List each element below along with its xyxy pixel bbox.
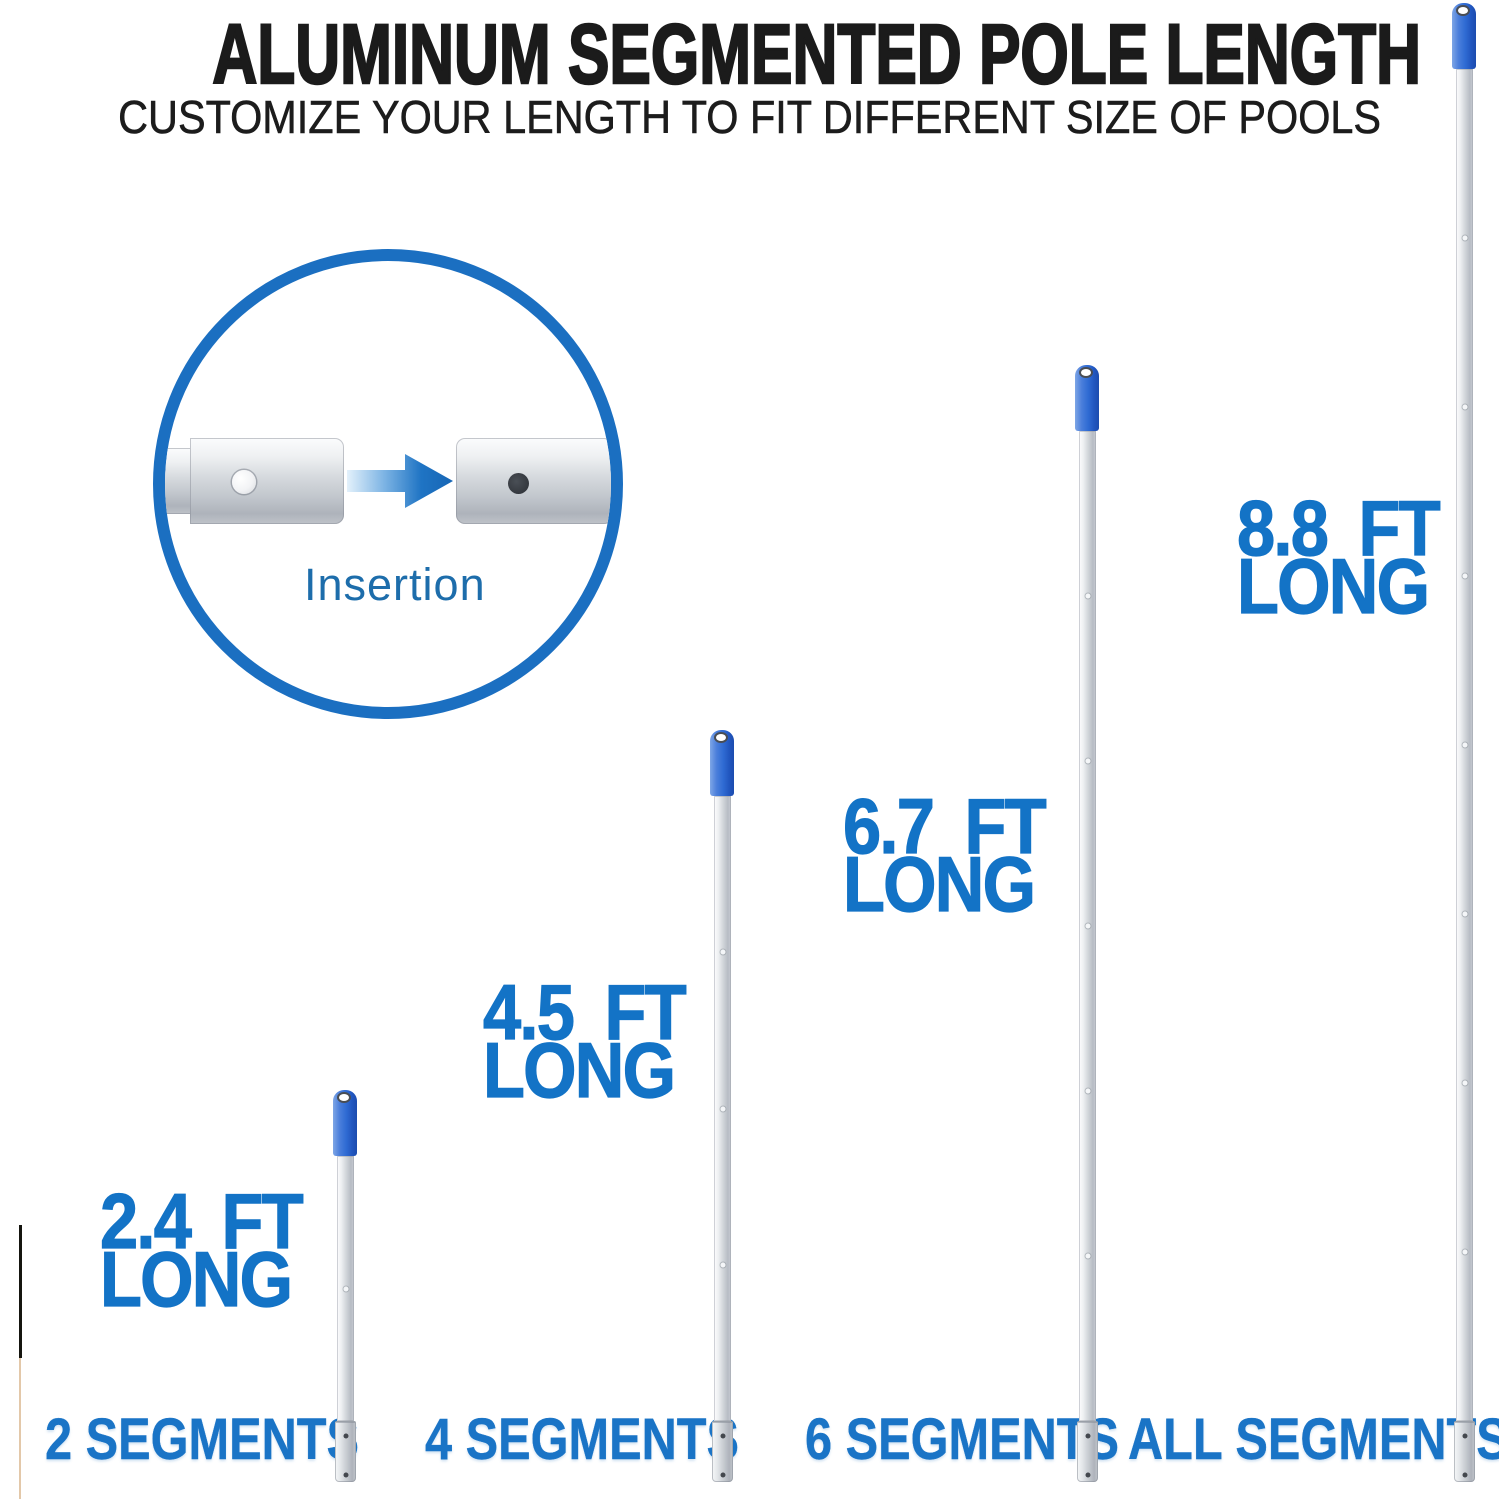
insertion-caption: Insertion: [304, 559, 486, 610]
segments-label-1: 2 SEGMENTS: [45, 1406, 419, 1473]
insert-arrow-icon: [347, 454, 453, 508]
page-title: ALUMINUM SEGMENTED POLE LENGTH: [0, 6, 1499, 103]
pole-length-label-3: 6.7 FT LONG: [842, 782, 1072, 928]
segment-joint-dot: [1085, 1088, 1090, 1094]
segment-joint-dot: [1462, 742, 1467, 748]
segments-label-text-3: 6 SEGMENTS: [805, 1407, 1120, 1472]
pole-collar: [335, 1421, 356, 1482]
pole-shaft: [1456, 69, 1473, 1421]
grip-tip-icon: [337, 1092, 351, 1103]
collar-pin-icon: [343, 1472, 348, 1478]
length-value-3: 6.7 FT: [842, 782, 1047, 870]
pole-grip-icon: [1452, 3, 1476, 69]
pole-shaft: [1079, 431, 1096, 1421]
tube-left: [190, 438, 344, 524]
grip-tip-icon: [1456, 5, 1470, 16]
segments-label-text-1: 2 SEGMENTS: [45, 1407, 360, 1472]
grip-tip-icon: [1079, 367, 1093, 378]
pin-button-icon: [232, 470, 256, 494]
segment-joint-dot: [1462, 235, 1467, 241]
segments-label-2: 4 SEGMENTS: [425, 1406, 799, 1473]
segments-label-text-2: 4 SEGMENTS: [425, 1407, 740, 1472]
segment-joint-dot: [720, 949, 725, 955]
length-value-4: 8.8 FT: [1236, 484, 1441, 572]
pole-collar: [712, 1421, 733, 1482]
segment-joint-dot: [1462, 404, 1467, 410]
pole-length-label-2: 4.5 FT LONG: [482, 968, 712, 1114]
page-title-text: ALUMINUM SEGMENTED POLE LENGTH: [211, 6, 1422, 103]
page-subtitle-text: CUSTOMIZE YOUR LENGTH TO FIT DIFFERENT S…: [118, 91, 1381, 144]
collar-pin-icon: [720, 1433, 725, 1439]
segment-joint-dot: [1085, 923, 1090, 929]
segment-joint-dot: [1085, 1253, 1090, 1259]
segment-joint-dot: [1462, 1080, 1467, 1086]
segments-label-4: ALL SEGMENTS: [1128, 1406, 1499, 1473]
segment-joint-dot: [1462, 911, 1467, 917]
segment-joint-dot: [720, 1106, 725, 1111]
insertion-inset: Insertion: [153, 249, 623, 719]
collar-pin-icon: [720, 1472, 725, 1478]
segment-joint-dot: [343, 1286, 348, 1291]
pole-length-label-1: 2.4 FT LONG: [99, 1177, 329, 1323]
segment-joint-dot: [1462, 1249, 1467, 1255]
pole-length-label-4: 8.8 FT LONG: [1236, 484, 1466, 630]
length-value-2: 4.5 FT: [482, 968, 687, 1056]
pole-shaft: [337, 1156, 354, 1421]
length-value-1: 2.4 FT: [99, 1177, 304, 1265]
edge-artifact-line-dark: [19, 1225, 22, 1358]
collar-pin-icon: [1085, 1472, 1090, 1478]
collar-pin-icon: [1462, 1472, 1467, 1478]
collar-pin-icon: [343, 1433, 348, 1439]
segments-label-3: 6 SEGMENTS: [805, 1406, 1179, 1473]
collar-pin-icon: [1085, 1433, 1090, 1439]
segment-joint-dot: [720, 1262, 725, 1268]
length-word-3: LONG: [842, 840, 1036, 928]
length-word-2: LONG: [482, 1026, 676, 1114]
segment-joint-dot: [1085, 758, 1090, 764]
collar-pin-icon: [1462, 1433, 1467, 1439]
length-word-4: LONG: [1236, 542, 1430, 630]
edge-artifact-line-light: [19, 1358, 21, 1499]
segment-joint-dot: [1085, 593, 1090, 599]
segments-label-text-4: ALL SEGMENTS: [1128, 1407, 1499, 1472]
pin-hole-icon: [508, 473, 529, 494]
pole-collar: [1454, 1421, 1475, 1482]
pole-collar: [1077, 1421, 1098, 1482]
grip-tip-icon: [714, 732, 728, 743]
length-word-1: LONG: [99, 1235, 293, 1323]
pole-shaft: [714, 796, 731, 1421]
pole-grip-icon: [1075, 365, 1099, 431]
page-subtitle: CUSTOMIZE YOUR LENGTH TO FIT DIFFERENT S…: [0, 90, 1499, 144]
pole-grip-icon: [710, 730, 734, 796]
tube-right: [456, 438, 611, 524]
segment-joint-dot: [1462, 573, 1467, 579]
pole-grip-icon: [333, 1090, 357, 1156]
